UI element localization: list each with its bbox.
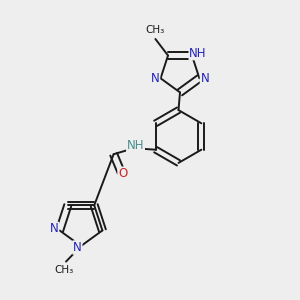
Text: N: N: [200, 72, 209, 85]
Text: N: N: [73, 241, 82, 254]
Text: O: O: [118, 167, 127, 180]
Text: N: N: [151, 72, 160, 85]
Text: CH₃: CH₃: [54, 265, 73, 275]
Text: NH: NH: [127, 139, 144, 152]
Text: CH₃: CH₃: [146, 26, 165, 35]
Text: NH: NH: [189, 46, 207, 60]
Text: N: N: [50, 223, 58, 236]
